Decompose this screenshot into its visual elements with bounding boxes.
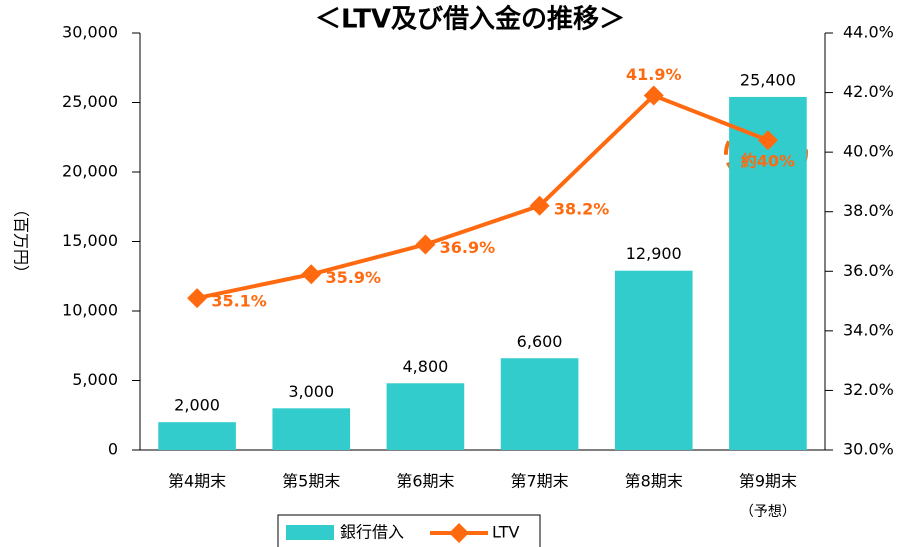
bar	[614, 270, 693, 450]
bar-value-label: 6,600	[517, 332, 563, 351]
line-value-label: 35.9%	[325, 268, 381, 287]
legend-label: LTV	[492, 523, 519, 542]
legend-marker	[449, 523, 469, 543]
x-tick-label: 第8期末	[625, 472, 683, 491]
y2-tick-label: 38.0%	[843, 201, 894, 220]
y-tick-label: 0	[108, 440, 118, 459]
legend-label: 銀行借入	[340, 523, 404, 542]
line-marker	[187, 288, 208, 309]
x-tick-label: 第6期末	[396, 472, 454, 491]
bar	[386, 383, 465, 450]
line-marker	[301, 264, 322, 285]
chart-title: ＜LTV及び借入金の推移＞	[315, 4, 625, 35]
line-value-label: 約40%	[741, 152, 795, 171]
legend-box	[277, 514, 541, 547]
y2-tick-label: 40.0%	[843, 142, 894, 161]
line-marker	[643, 85, 664, 106]
bar	[729, 96, 807, 450]
bar-value-label: 25,400	[740, 70, 796, 89]
line-value-label: 36.9%	[440, 238, 496, 257]
x-tick-label: 第7期末	[510, 472, 568, 491]
y2-tick-label: 42.0%	[843, 82, 894, 101]
y2-tick-label: 32.0%	[843, 380, 894, 399]
line-marker	[415, 234, 436, 255]
annotation: （予想）	[740, 504, 796, 520]
y2-tick-label: 30.0%	[843, 440, 894, 459]
x-tick-label: 第5期末	[282, 472, 340, 491]
bar	[500, 358, 579, 450]
line-marker	[757, 130, 778, 151]
line-value-label: 41.9%	[626, 65, 682, 84]
bar-value-label: 4,800	[403, 357, 449, 376]
y-tick-label: 15,000	[62, 231, 118, 250]
bar-value-label: 12,900	[626, 244, 682, 263]
x-tick-label: 第9期末	[739, 472, 797, 491]
y-tick-label: 25,000	[62, 92, 118, 111]
y-tick-label: 10,000	[62, 301, 118, 320]
y-tick-label: 20,000	[62, 162, 118, 181]
y-tick-label: 5,000	[72, 370, 118, 389]
line-marker	[529, 195, 550, 216]
y-axis-label: （百万円）	[12, 201, 31, 281]
bar-value-label: 3,000	[288, 382, 334, 401]
y2-tick-label: 34.0%	[843, 320, 894, 339]
x-tick-label: 第4期末	[168, 472, 226, 491]
bar-value-label: 2,000	[174, 396, 220, 415]
bar	[272, 408, 351, 450]
y2-tick-label: 44.0%	[843, 23, 894, 42]
line	[196, 93, 769, 301]
line-value-label: 35.1%	[211, 292, 267, 311]
y-tick-label: 30,000	[62, 23, 118, 42]
y2-tick-label: 36.0%	[843, 261, 894, 280]
line-value-label: 38.2%	[554, 199, 610, 218]
bar	[158, 422, 236, 450]
legend-swatch	[286, 525, 334, 540]
